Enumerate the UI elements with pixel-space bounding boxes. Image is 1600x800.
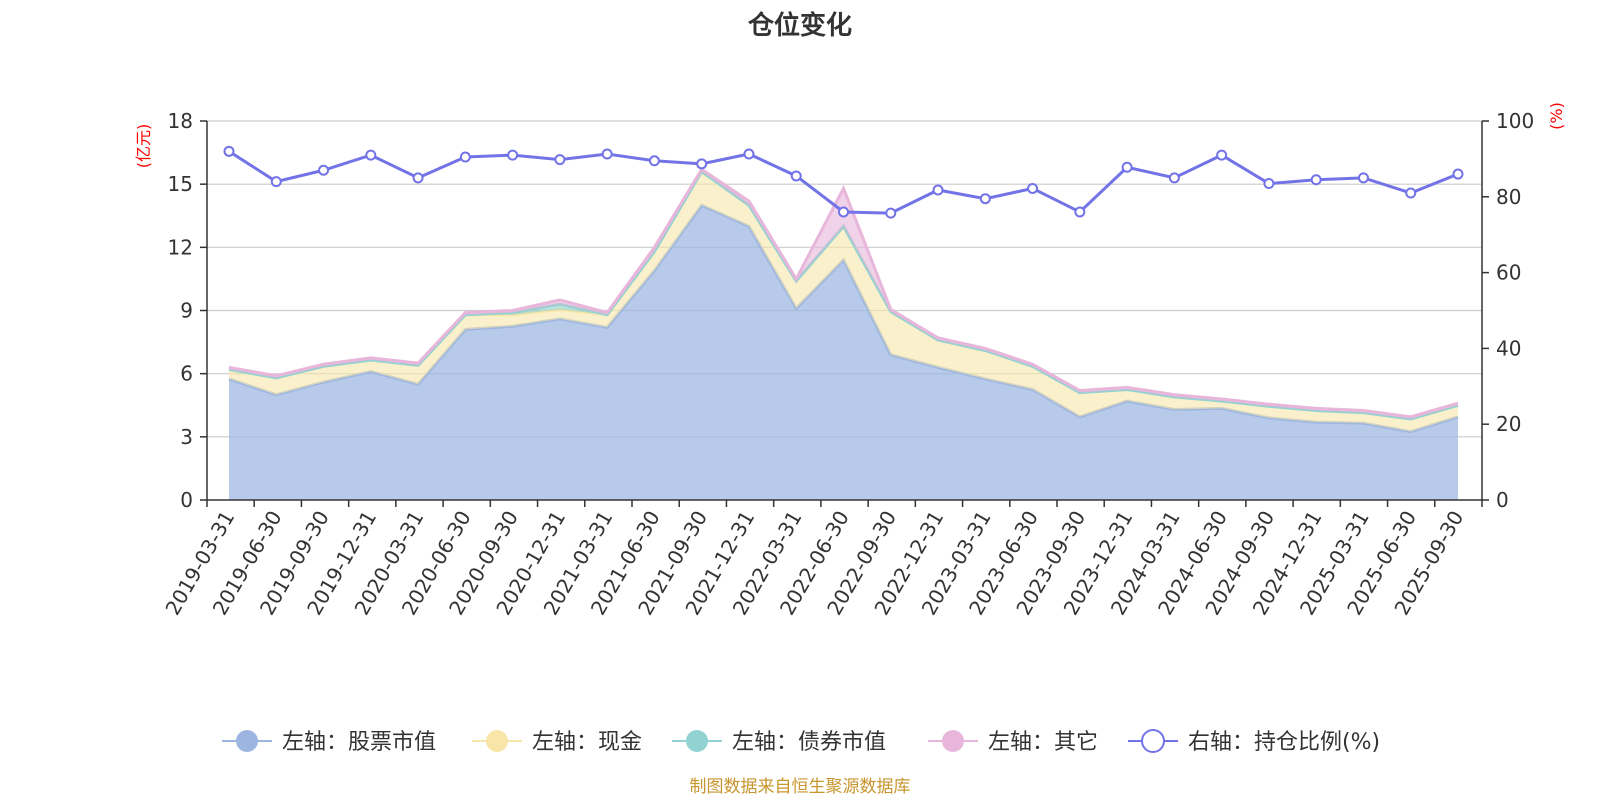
holding-ratio-point xyxy=(507,149,519,161)
right-axis-tick-label: 100 xyxy=(1496,109,1534,133)
area-series-4 xyxy=(229,169,1458,419)
left-axis-tick-label: 3 xyxy=(180,425,193,449)
holding-ratio-point xyxy=(1216,149,1228,161)
holding-ratio-point xyxy=(412,172,424,184)
holding-ratio-point xyxy=(1452,168,1464,180)
x-axis-tick-labels: 2019-03-312019-06-302019-09-302019-12-31… xyxy=(160,506,1468,619)
legend-marker xyxy=(486,730,508,752)
holding-ratio-point xyxy=(1121,161,1133,173)
legend: 左轴：股票市值 左轴：现金 左轴：债券市值 左轴：其它 右轴：持仓比例(%) xyxy=(222,729,1380,755)
holding-ratio-point xyxy=(1310,174,1322,186)
holding-ratio-point xyxy=(270,176,282,188)
legend-item: 左轴：现金 xyxy=(472,730,642,755)
right-axis-tick-label: 60 xyxy=(1496,261,1521,285)
legend-label: 左轴：股票市值 xyxy=(282,730,436,755)
legend-item: 左轴：股票市值 xyxy=(222,730,436,755)
holding-ratio-point xyxy=(1074,206,1086,218)
left-axis-tick-label: 9 xyxy=(180,299,193,323)
holding-ratio-point xyxy=(1027,182,1039,194)
left-axis-tick-label: 6 xyxy=(180,362,193,386)
legend-label: 右轴：持仓比例(%) xyxy=(1188,730,1380,755)
stacked-areas xyxy=(228,167,1459,500)
legend-label: 左轴：其它 xyxy=(988,730,1098,755)
holding-ratio-point xyxy=(979,193,991,205)
holding-ratio-point xyxy=(743,148,755,160)
area-series-1 xyxy=(229,205,1458,500)
right-axis-tick-label: 0 xyxy=(1496,488,1509,512)
right-axis-tick-labels: 0 20 40 60 80 100 xyxy=(1496,109,1534,512)
right-axis-tick-label: 40 xyxy=(1496,336,1521,360)
left-axis-tick-label: 12 xyxy=(168,235,193,259)
holding-ratio-point xyxy=(365,149,377,161)
left-axis-unit: (亿元) xyxy=(134,124,153,169)
holding-ratio-point xyxy=(648,155,660,167)
left-axis-tick-labels: 0 3 6 9 12 15 18 xyxy=(168,109,193,512)
legend-item: 左轴：债券市值 xyxy=(672,730,886,755)
holding-ratio-point xyxy=(223,145,235,157)
legend-marker xyxy=(686,730,708,752)
right-axis-unit: (%) xyxy=(1547,102,1566,130)
area-edge-series-4 xyxy=(228,167,1459,419)
holding-ratio-point xyxy=(1405,187,1417,199)
holding-ratio-point xyxy=(459,151,471,163)
holding-ratio-point xyxy=(1263,178,1275,190)
chart-title: 仓位变化 xyxy=(747,10,852,41)
axes xyxy=(200,120,1489,507)
legend-marker xyxy=(236,730,258,752)
legend-label: 左轴：债券市值 xyxy=(732,730,886,755)
holding-ratio-point xyxy=(554,154,566,166)
legend-item: 左轴：其它 xyxy=(928,730,1098,755)
legend-marker xyxy=(942,730,964,752)
holding-ratio-point xyxy=(932,184,944,196)
legend-item: 右轴：持仓比例(%) xyxy=(1128,729,1380,755)
legend-label: 左轴：现金 xyxy=(532,730,642,755)
data-source-note: 制图数据来自恒生聚源数据库 xyxy=(690,777,911,797)
holding-ratio-point xyxy=(1357,172,1369,184)
left-axis-tick-label: 15 xyxy=(168,172,193,196)
holding-ratio-point xyxy=(885,207,897,219)
left-axis-tick-label: 18 xyxy=(168,109,193,133)
holding-ratio-point xyxy=(318,164,330,176)
holding-ratio-point xyxy=(696,158,708,170)
legend-marker xyxy=(1141,729,1165,753)
holding-ratio-point xyxy=(790,170,802,182)
holding-ratio-point xyxy=(1168,172,1180,184)
holding-ratio-point xyxy=(838,206,849,218)
right-axis-tick-label: 20 xyxy=(1496,412,1521,436)
holding-ratio-point xyxy=(601,148,613,160)
right-axis-tick-label: 80 xyxy=(1496,185,1521,209)
left-axis-tick-label: 0 xyxy=(180,488,193,512)
series-lines xyxy=(223,145,1464,219)
